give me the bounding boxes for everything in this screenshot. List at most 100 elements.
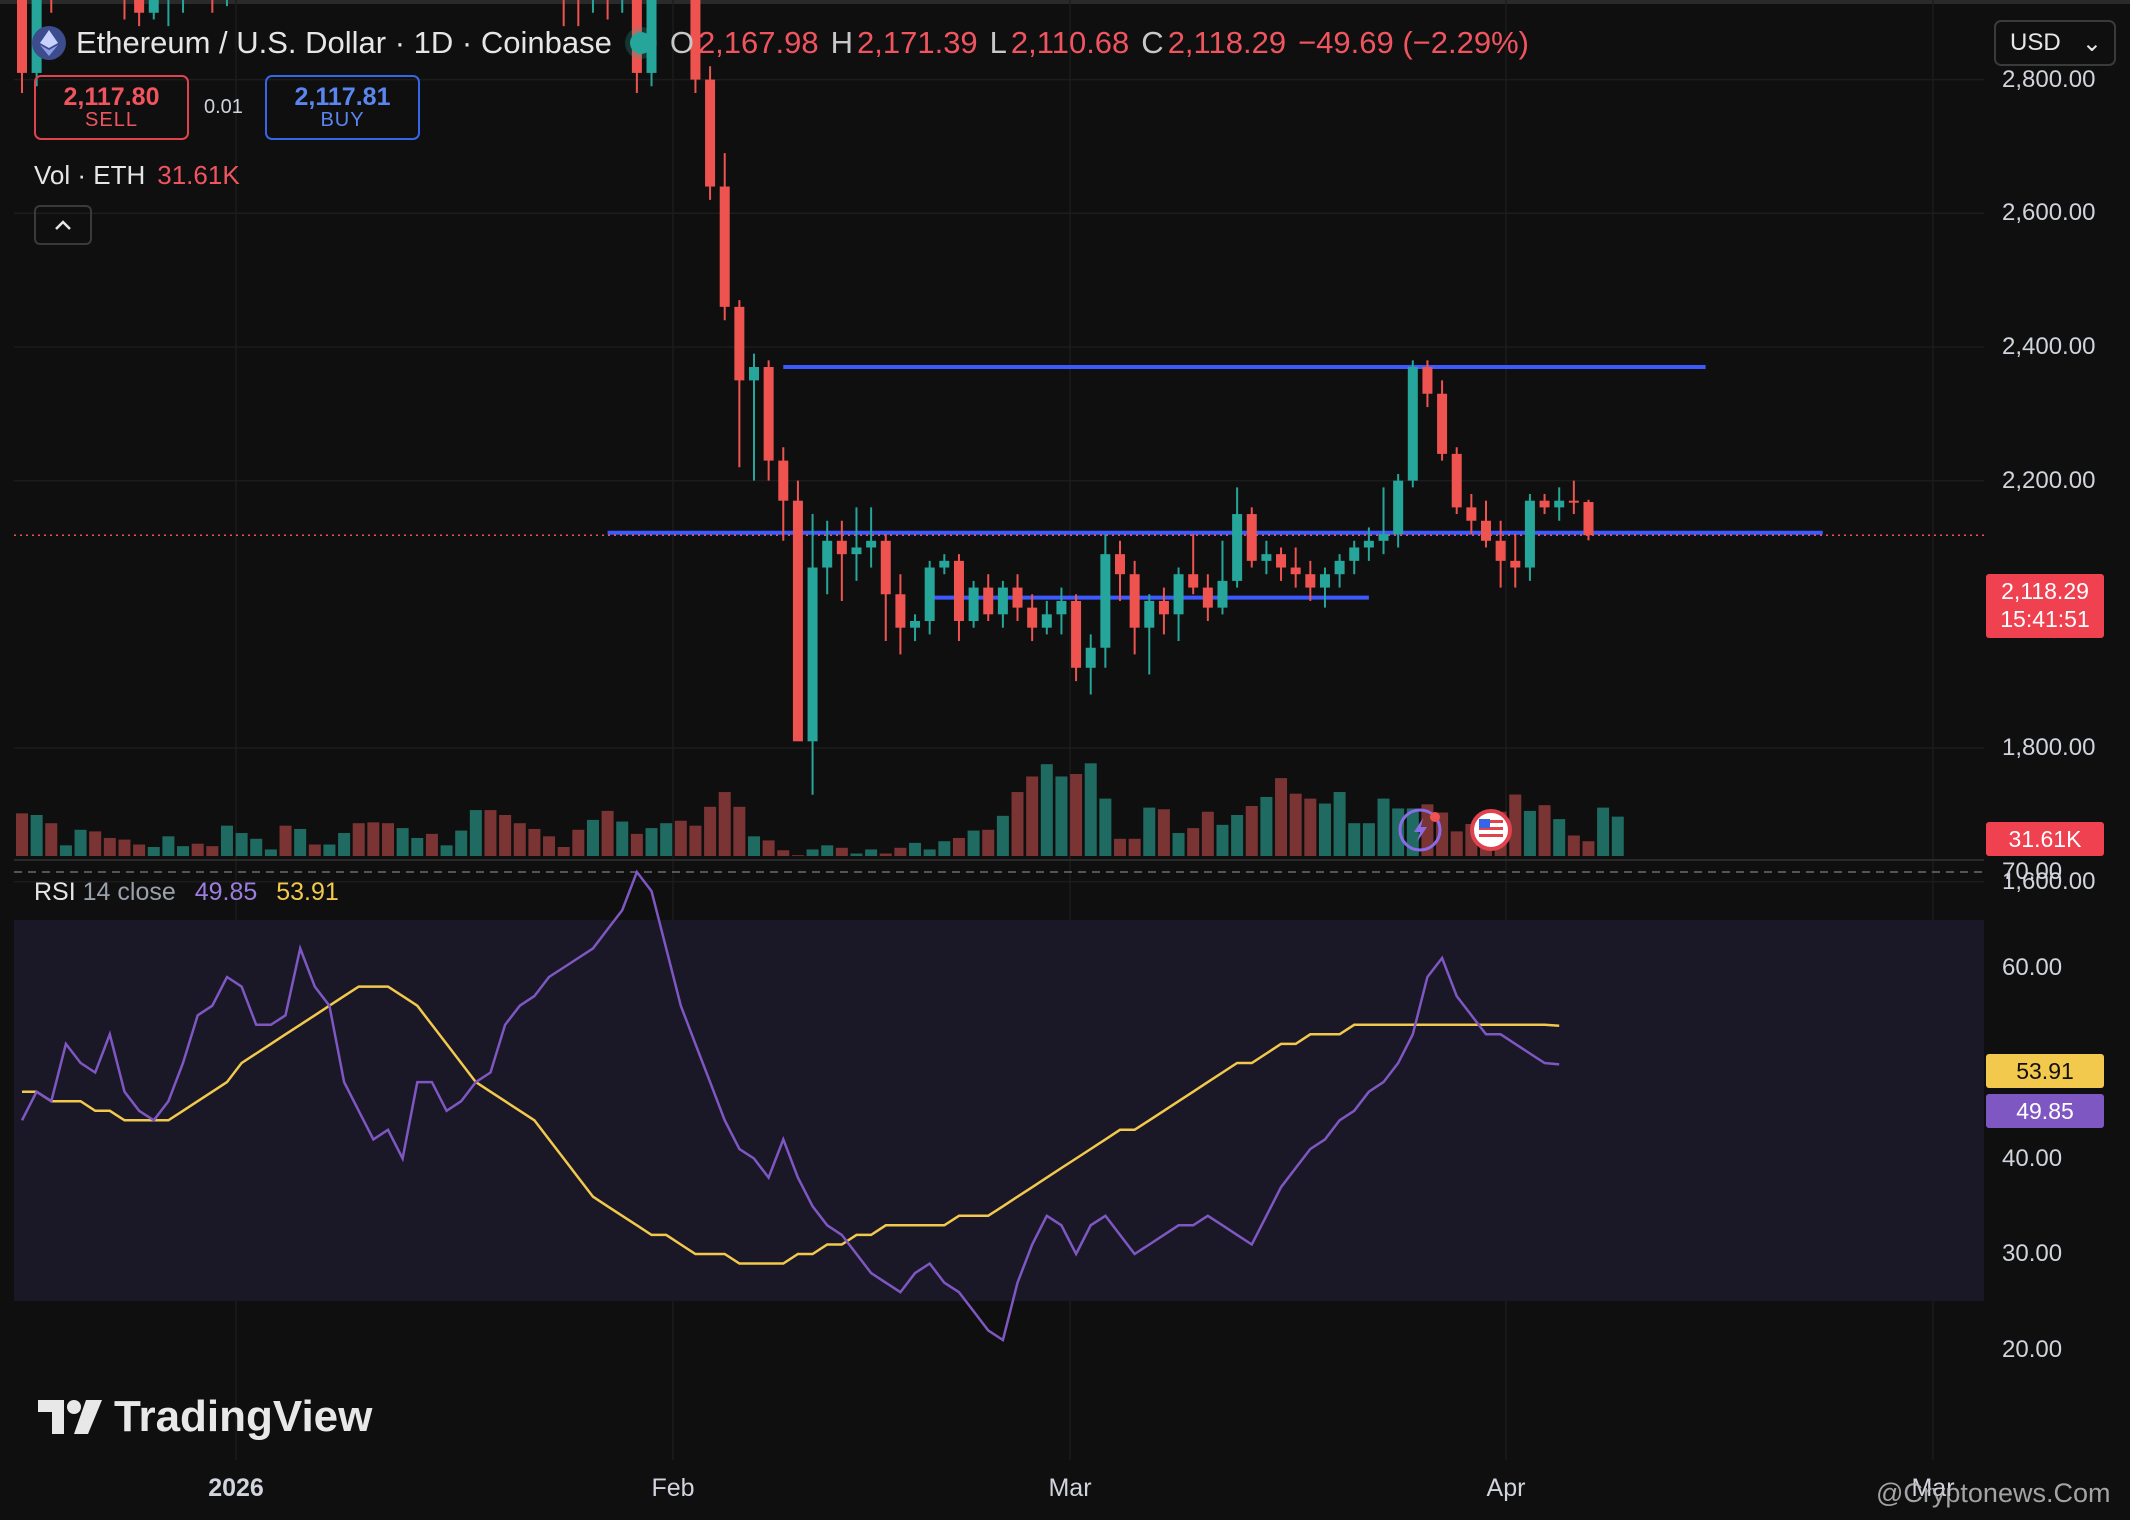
volume-bar xyxy=(382,823,394,856)
volume-bar xyxy=(338,833,351,856)
volume-bar xyxy=(1523,810,1536,856)
volume-bar xyxy=(30,815,43,856)
sell-label: SELL xyxy=(85,109,138,132)
rsi-axis-label: 30.00 xyxy=(2002,1240,2063,1267)
volume-legend[interactable]: Vol · ETH 31.61K xyxy=(34,160,240,191)
price-axis-label: 1,600.00 xyxy=(2002,867,2096,895)
us-flag-icon[interactable] xyxy=(1470,809,1512,851)
candle-body xyxy=(880,540,891,595)
volume-bar xyxy=(206,846,219,856)
candle-body xyxy=(1378,534,1389,541)
open-value: 2,167.98 xyxy=(697,25,819,60)
price-tag-value: 2,118.29 xyxy=(2001,578,2089,605)
candle-body xyxy=(983,587,994,615)
volume-bar xyxy=(367,822,380,856)
candle-body xyxy=(851,547,862,555)
volume-bar xyxy=(1157,809,1170,856)
price-axis-label: 2,800.00 xyxy=(2002,65,2096,93)
volume-bar xyxy=(806,849,819,856)
volume-bar xyxy=(1553,819,1566,856)
candle-body xyxy=(1100,554,1111,648)
buy-button[interactable]: 2,117.81 BUY xyxy=(265,75,420,140)
candle-body xyxy=(910,621,921,628)
volume-bar xyxy=(996,815,1009,856)
candle-body xyxy=(148,0,159,13)
rsi-tag-value: 49.85 xyxy=(2016,1097,2074,1124)
sell-button[interactable]: 2,117.80 SELL xyxy=(34,75,189,140)
volume-bar xyxy=(645,828,658,856)
candle-body xyxy=(1422,367,1433,394)
volume-bar xyxy=(543,836,556,856)
buy-price: 2,117.81 xyxy=(294,82,391,111)
time-axis-label: 2026 xyxy=(208,1474,264,1502)
volume-bar xyxy=(1304,798,1317,856)
candle-body xyxy=(1305,574,1316,588)
volume-bar xyxy=(440,845,453,856)
currency-select[interactable]: USD ⌄ xyxy=(1994,20,2116,66)
candle-body xyxy=(17,0,27,73)
volume-bar xyxy=(1289,793,1302,856)
volume-bar xyxy=(616,821,629,856)
candle-body xyxy=(1202,587,1213,608)
candle-body xyxy=(866,540,877,548)
volume-bar xyxy=(1172,833,1185,856)
close-label: C xyxy=(1141,25,1164,60)
lightning-icon[interactable] xyxy=(1398,808,1442,852)
candle-body xyxy=(1012,587,1023,608)
candle-body xyxy=(1334,560,1345,575)
volume-bar xyxy=(777,850,790,856)
volume-bar xyxy=(1231,815,1244,856)
volume-bar xyxy=(59,845,72,856)
volume-bar xyxy=(1275,778,1288,856)
volume-bar xyxy=(191,843,204,856)
volume-bar xyxy=(1260,796,1273,856)
volume-bar xyxy=(1392,808,1405,856)
volume-bar xyxy=(733,806,746,856)
candle-body xyxy=(1495,540,1506,561)
volume-bar xyxy=(16,813,28,856)
volume-bar xyxy=(1450,831,1463,856)
candle-body xyxy=(1290,567,1301,575)
volume-bar xyxy=(557,846,570,856)
tradingview-logo: TradingView xyxy=(38,1392,372,1442)
volume-bar xyxy=(1026,776,1039,856)
collapse-legend-button[interactable] xyxy=(34,205,92,245)
volume-bar xyxy=(1011,792,1024,856)
price-tag-countdown: 15:41:51 xyxy=(2000,606,2090,632)
candle-body xyxy=(705,79,716,187)
rsi-legend[interactable]: RSI 14 close 49.85 53.91 xyxy=(34,878,339,907)
volume-bar xyxy=(162,836,175,856)
volume-bar xyxy=(1348,823,1361,856)
volume-bar xyxy=(586,819,599,856)
volume-bar xyxy=(1509,794,1522,856)
volume-bar xyxy=(1143,807,1156,856)
rsi-value: 49.85 xyxy=(194,878,258,906)
volume-bar xyxy=(396,828,409,856)
volume-bar xyxy=(952,837,965,856)
candle-body xyxy=(690,0,701,80)
price-axis-label: 2,600.00 xyxy=(2002,199,2096,227)
symbol-title[interactable]: Ethereum / U.S. Dollar · 1D · Coinbase xyxy=(76,25,612,60)
rsi-axis-label: 20.00 xyxy=(2002,1335,2063,1363)
volume-bar xyxy=(1245,805,1258,856)
candle-body xyxy=(1481,520,1491,541)
candle-body xyxy=(1129,574,1140,628)
candle-body xyxy=(134,0,145,13)
chevron-up-icon xyxy=(55,220,71,230)
candle-body xyxy=(997,587,1008,615)
volume-label: Vol · ETH xyxy=(34,160,146,190)
volume-bar xyxy=(279,825,292,856)
volume-bar xyxy=(689,825,702,856)
volume-bar xyxy=(601,810,614,856)
volume-bar xyxy=(411,837,424,856)
candle-body xyxy=(1246,514,1257,561)
volume-bar xyxy=(1084,763,1097,856)
volume-bar xyxy=(660,823,673,856)
volume-bar xyxy=(513,823,526,856)
symbol-header: Ethereum / U.S. Dollar · 1D · Coinbase O… xyxy=(32,18,1541,68)
candle-body xyxy=(1524,500,1535,568)
volume-bar xyxy=(103,837,116,856)
time-axis-label: Feb xyxy=(651,1474,695,1502)
volume-bar xyxy=(250,838,263,856)
